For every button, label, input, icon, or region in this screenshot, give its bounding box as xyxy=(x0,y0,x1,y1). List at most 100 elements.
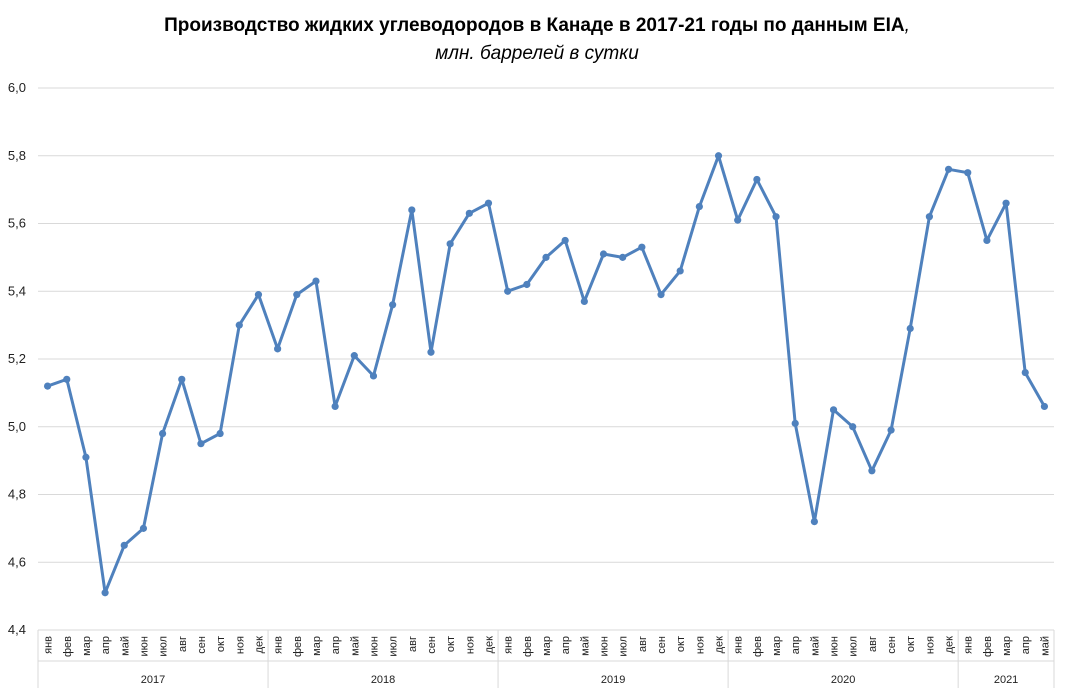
data-point xyxy=(274,345,282,353)
x-tick-label: янв xyxy=(503,636,515,654)
x-tick-label: фев xyxy=(752,636,764,657)
year-label: 2019 xyxy=(601,674,625,686)
data-point xyxy=(619,253,627,261)
x-tick-label: ноя xyxy=(924,636,936,654)
data-point xyxy=(887,426,895,434)
data-point xyxy=(638,243,646,251)
data-point xyxy=(695,202,703,211)
y-tick-label: 5,2 xyxy=(8,351,26,366)
x-tick-label: май xyxy=(809,636,821,656)
data-point xyxy=(408,206,416,214)
x-tick-label: май xyxy=(579,636,591,656)
x-tick-label: июн xyxy=(138,636,150,656)
data-point xyxy=(504,287,512,295)
x-tick-label: авг xyxy=(867,636,879,652)
data-point xyxy=(829,406,838,414)
data-point xyxy=(63,375,71,383)
gridlines xyxy=(38,87,1054,631)
x-tick-label: май xyxy=(1039,636,1051,656)
data-point xyxy=(753,175,761,184)
x-tick-label: янв xyxy=(43,636,55,654)
data-point xyxy=(772,213,780,221)
data-point xyxy=(427,348,435,356)
y-tick-label: 6,0 xyxy=(8,80,26,95)
x-tick-label: дек xyxy=(483,636,495,654)
data-point xyxy=(446,240,454,248)
x-tick-label: ноя xyxy=(234,636,246,654)
x-tick-label: май xyxy=(119,636,131,656)
x-tick-label: фев xyxy=(292,636,304,657)
x-tick-label: авг xyxy=(177,636,189,652)
x-tick-label: сен xyxy=(886,636,898,654)
x-tick-label: янв xyxy=(733,636,745,654)
data-point xyxy=(849,423,857,431)
data-point xyxy=(810,518,818,526)
x-tick-label: янв xyxy=(963,636,975,654)
year-label: 2020 xyxy=(831,674,855,686)
data-point xyxy=(293,291,301,299)
data-point xyxy=(944,165,953,173)
data-point xyxy=(120,541,128,549)
series-line xyxy=(46,154,1046,595)
chart-title: Производство жидких углеводородов в Кана… xyxy=(0,12,1074,40)
data-point xyxy=(101,589,109,597)
x-tick-label: дек xyxy=(944,636,956,654)
x-tick-label: май xyxy=(349,636,361,656)
data-point xyxy=(925,213,933,221)
data-point xyxy=(523,280,531,289)
data-point xyxy=(331,402,339,411)
data-point xyxy=(350,352,358,360)
data-point xyxy=(734,216,742,224)
data-point xyxy=(43,382,52,390)
x-tick-label: ноя xyxy=(694,636,706,654)
data-point xyxy=(1002,199,1010,207)
x-tick-label: фев xyxy=(522,636,534,657)
data-point xyxy=(82,453,90,461)
x-tick-label: мар xyxy=(771,636,783,656)
x-tick-label: окт xyxy=(905,636,917,652)
x-tick-label: окт xyxy=(675,636,687,652)
data-point xyxy=(657,291,665,299)
y-tick-label: 5,8 xyxy=(8,148,26,163)
x-tick-label: авг xyxy=(637,636,649,652)
x-tick-label: апр xyxy=(560,636,572,654)
x-tick-label: июн xyxy=(829,636,841,656)
data-point xyxy=(197,440,205,448)
year-label: 2018 xyxy=(371,674,395,686)
x-tick-label: июл xyxy=(388,636,400,657)
x-tick-label: фев xyxy=(62,636,74,657)
data-point xyxy=(254,291,263,299)
data-point xyxy=(964,169,972,177)
data-point xyxy=(906,324,914,333)
x-tick-label: апр xyxy=(1020,636,1032,654)
x-tick-label: июл xyxy=(848,636,860,657)
year-label: 2017 xyxy=(141,674,165,686)
x-tick-label: мар xyxy=(81,636,93,656)
year-label: 2021 xyxy=(994,674,1018,686)
x-tick-label: июн xyxy=(599,636,611,656)
data-point xyxy=(983,236,991,245)
chart-title-suffix: , xyxy=(904,15,910,36)
data-point xyxy=(599,250,608,258)
chart-subtitle: млн. баррелей в сутки xyxy=(435,43,639,64)
data-point xyxy=(714,152,723,160)
data-point xyxy=(369,372,378,380)
data-point xyxy=(676,267,684,275)
data-point xyxy=(159,429,167,438)
data-point xyxy=(868,467,876,475)
x-tick-label: сен xyxy=(656,636,668,654)
y-axis: 4,4 4,6 4,8 5,0 5,2 5,4 5,6 5,8 6,0 xyxy=(8,80,26,637)
x-tick-label: дек xyxy=(714,636,726,654)
y-tick-label: 4,6 xyxy=(8,554,26,569)
x-tick-label: сен xyxy=(426,636,438,654)
data-point xyxy=(542,253,550,261)
x-tick-label: апр xyxy=(100,636,112,654)
y-tick-label: 5,4 xyxy=(8,283,26,298)
x-axis: янв фев мар апр май июн июл авг сен окт ноя дек янв ф… xyxy=(37,630,1055,688)
data-point xyxy=(465,209,473,217)
x-tick-label: окт xyxy=(445,636,457,652)
x-tick-label: окт xyxy=(215,636,227,652)
x-tick-label: авг xyxy=(407,636,419,652)
y-tick-label: 5,0 xyxy=(8,419,26,434)
